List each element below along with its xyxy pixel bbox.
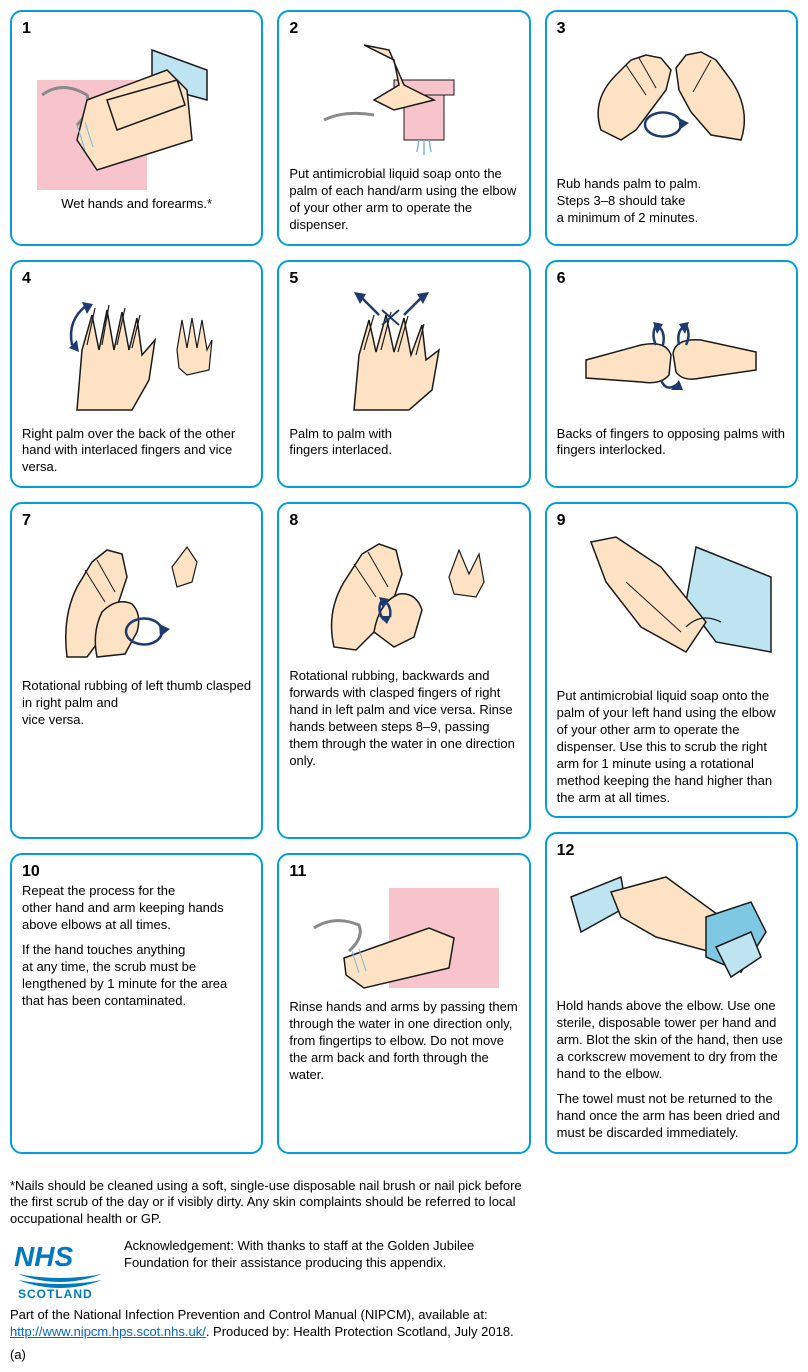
- source-suffix: . Produced by: Health Protection Scotlan…: [206, 1324, 514, 1339]
- step-number: 9: [557, 512, 786, 530]
- step-number: 10: [22, 863, 251, 881]
- step-illustration-11: [289, 883, 518, 993]
- infographic-grid: 1 Wet hands and forearms.* 2: [10, 10, 798, 1362]
- step-illustration-4: [22, 290, 251, 420]
- step-text: Backs of fingers to opposing palms with …: [557, 426, 786, 460]
- step-text-p1: Repeat the process for the other hand an…: [22, 883, 251, 934]
- step-illustration-6: [557, 290, 786, 420]
- step-text-p2: If the hand touches anything at any time…: [22, 942, 251, 1010]
- step-text: Put antimicrobial liquid soap onto the p…: [289, 166, 518, 234]
- step-card-6: 6 Backs of fingers to opposing palms wit…: [545, 260, 798, 489]
- step-illustration-12: [557, 862, 786, 992]
- step-number: 3: [557, 20, 786, 38]
- step-number: 12: [557, 842, 786, 860]
- nhs-scotland-logo: NHS SCOTLAND: [10, 1238, 110, 1303]
- step-number: 2: [289, 20, 518, 38]
- source-line: Part of the National Infection Preventio…: [10, 1307, 531, 1341]
- column-3-tall: 9 Put antimicrobial liquid soap onto the…: [545, 502, 798, 1153]
- step-number: 4: [22, 270, 251, 288]
- step-text: Wet hands and forearms.*: [22, 196, 251, 213]
- step-text: Palm to palm with fingers interlaced.: [289, 426, 518, 460]
- step-card-1: 1 Wet hands and forearms.*: [10, 10, 263, 246]
- step-text: Rub hands palm to palm. Steps 3–8 should…: [557, 176, 786, 227]
- step-illustration-8: [289, 532, 518, 662]
- step-number: 11: [289, 863, 518, 881]
- step-text: Rotational rubbing of left thumb clasped…: [22, 678, 251, 729]
- step-card-7: 7 Rotational rubbing of left thumb clasp…: [10, 502, 263, 839]
- acknowledgement-text: Acknowledgement: With thanks to staff at…: [124, 1238, 531, 1272]
- step-number: 5: [289, 270, 518, 288]
- step-text: Rotational rubbing, backwards and forwar…: [289, 668, 518, 769]
- source-prefix: Part of the National Infection Preventio…: [10, 1307, 488, 1322]
- step-illustration-9: [557, 532, 786, 682]
- logo-scotland: SCOTLAND: [18, 1287, 93, 1300]
- step-card-3: 3 Rub hands palm to palm. Steps 3–8 shou…: [545, 10, 798, 246]
- step-card-9: 9 Put antimicrobial liquid soap onto the…: [545, 502, 798, 818]
- step-illustration-5: [289, 290, 518, 420]
- figure-sublabel: (a): [10, 1347, 531, 1362]
- step-illustration-2: [289, 40, 518, 160]
- footer-area: *Nails should be cleaned using a soft, s…: [10, 1168, 531, 1362]
- step-card-4: 4 Right palm over the back of the other …: [10, 260, 263, 489]
- step-text: Hold hands above the elbow. Use one ster…: [557, 998, 786, 1141]
- logo-nhs: NHS: [14, 1241, 73, 1272]
- step-number: 6: [557, 270, 786, 288]
- step-number: 1: [22, 20, 251, 38]
- step-card-12: 12 Hold hands above the elbow. Use one s…: [545, 832, 798, 1153]
- step-card-10: 10 Repeat the process for the other hand…: [10, 853, 263, 1153]
- step-card-5: 5 Palm to palm with fingers interlaced.: [277, 260, 530, 489]
- step-illustration-7: [22, 532, 251, 672]
- step-text: Right palm over the back of the other ha…: [22, 426, 251, 477]
- footer-block: NHS SCOTLAND Acknowledgement: With thank…: [10, 1238, 531, 1303]
- footnote-text: *Nails should be cleaned using a soft, s…: [10, 1178, 531, 1229]
- step-card-2: 2 Put antimicrobial liquid soap onto the…: [277, 10, 530, 246]
- step-card-8: 8 Rotational rubbing, backwards and forw…: [277, 502, 530, 839]
- step-illustration-3: [557, 40, 786, 170]
- step-text: Repeat the process for the other hand an…: [22, 883, 251, 1009]
- step-text-p2: The towel must not be returned to the ha…: [557, 1091, 786, 1142]
- step-illustration-1: [22, 40, 251, 190]
- step-card-11: 11 Rinse hands and arms by passing them …: [277, 853, 530, 1153]
- step-number: 8: [289, 512, 518, 530]
- step-text: Rinse hands and arms by passing them thr…: [289, 999, 518, 1083]
- step-text: Put antimicrobial liquid soap onto the p…: [557, 688, 786, 806]
- step-text-p1: Hold hands above the elbow. Use one ster…: [557, 998, 786, 1082]
- source-link[interactable]: http://www.nipcm.hps.scot.nhs.uk/: [10, 1324, 206, 1339]
- step-number: 7: [22, 512, 251, 530]
